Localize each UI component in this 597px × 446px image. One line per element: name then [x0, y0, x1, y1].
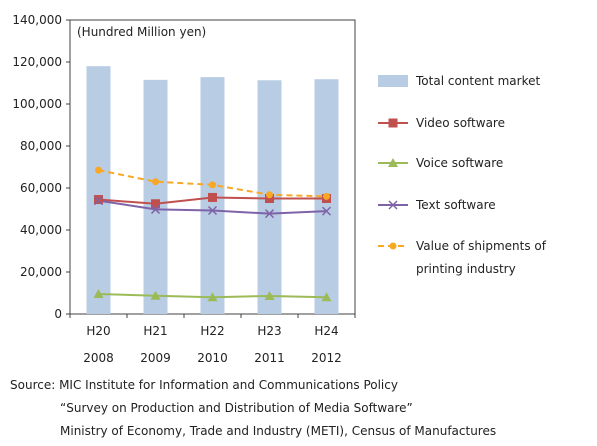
point-text-software-H22 — [207, 205, 218, 216]
point-voice-software-H22 — [207, 292, 218, 302]
point-voice-software-H21 — [150, 290, 161, 300]
x-tick-year-label: 2009 — [140, 351, 171, 365]
legend-label-total-content-market: Total content market — [415, 74, 540, 88]
point-voice-software-H23 — [264, 290, 275, 300]
x-tick-year-label: 2011 — [254, 351, 285, 365]
x-tick-label: H23 — [257, 324, 281, 338]
y-tick-label: 100,000 — [12, 97, 62, 111]
point-value-of-shipments-of-printing-industry-H22 — [209, 181, 216, 189]
unit-label: (Hundred Million yen) — [77, 25, 206, 39]
x-tick-year-label: 2012 — [311, 351, 342, 365]
x-tick-year-label: 2010 — [197, 351, 228, 365]
x-tick-label: H22 — [200, 324, 224, 338]
point-text-software-H23 — [264, 209, 275, 219]
y-tick-label: 60,000 — [20, 181, 62, 195]
legend-label-voice-software: Voice software — [416, 156, 503, 170]
source-line-2: “Survey on Production and Distribution o… — [60, 401, 413, 415]
point-video-software-H22 — [208, 192, 217, 202]
x-tick-label: H24 — [314, 324, 338, 338]
y-tick-label: 80,000 — [20, 139, 62, 153]
legend-label-text-software: Text software — [415, 198, 496, 212]
point-value-of-shipments-of-printing-industry-H23 — [266, 191, 273, 199]
x-tick-label: H21 — [143, 324, 167, 338]
point-value-of-shipments-of-printing-industry-H21 — [152, 178, 159, 186]
point-value-of-shipments-of-printing-industry-H20 — [95, 166, 102, 174]
y-tick-label: 40,000 — [20, 223, 62, 237]
point-voice-software-H20 — [93, 289, 104, 299]
x-tick-label: H20 — [86, 324, 110, 338]
y-tick-label: 20,000 — [20, 265, 62, 279]
y-tick-label: 0 — [54, 307, 62, 321]
point-value-of-shipments-of-printing-industry-H24 — [323, 192, 330, 200]
bar-total-content-market-H20 — [86, 66, 111, 314]
point-text-software-H20 — [93, 196, 104, 206]
legend-swatch-total-content-market — [378, 75, 408, 87]
source-line-3: Ministry of Economy, Trade and Industry … — [60, 424, 497, 438]
point-text-software-H24 — [321, 206, 332, 216]
bar-total-content-market-H21 — [143, 79, 168, 314]
legend-label-video-software: Video software — [416, 116, 505, 130]
chart: (Hundred Million yen) 0 20,000 40,000 60,00… — [12, 13, 547, 365]
legend-marker-value-of-shipments-of-printing-industry — [389, 242, 397, 250]
source-line-1: Source: MIC Institute for Information an… — [10, 378, 398, 392]
legend-label-value-of-shipments-of-printing-industry: Value of shipments of printing industry — [416, 239, 547, 276]
legend-marker-video-software — [388, 118, 398, 128]
point-voice-software-H24 — [321, 292, 332, 302]
x-tick-year-label: 2008 — [83, 351, 114, 365]
y-tick-label: 140,000 — [12, 13, 62, 27]
y-tick-label: 120,000 — [12, 55, 62, 69]
legend-marker-text-software — [388, 200, 398, 210]
point-video-software-H21 — [151, 199, 160, 209]
legend-marker-voice-software — [388, 158, 398, 167]
point-text-software-H21 — [150, 204, 161, 214]
